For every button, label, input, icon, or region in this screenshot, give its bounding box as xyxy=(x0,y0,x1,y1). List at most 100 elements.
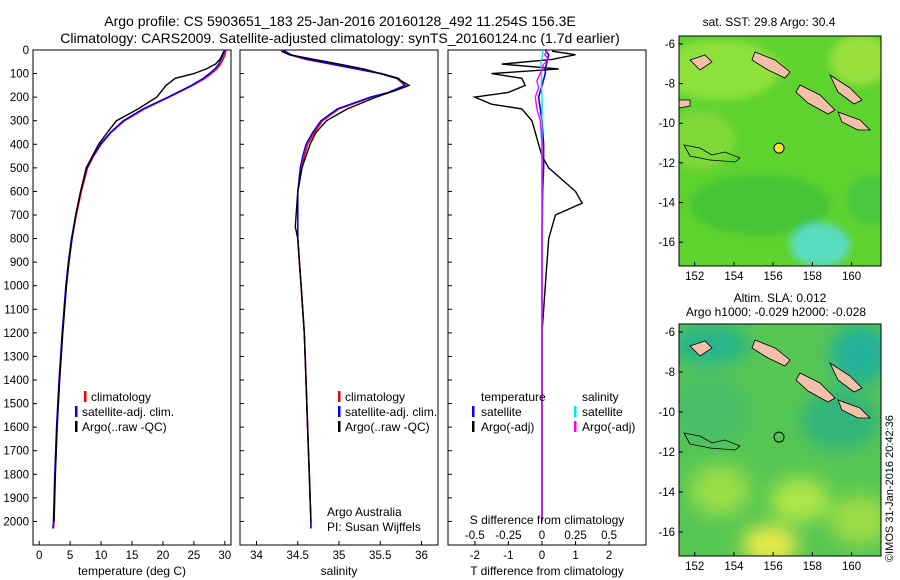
map-x-tick-label: 154 xyxy=(724,271,744,283)
sla-field xyxy=(679,324,881,556)
x-tick-label: 25 xyxy=(187,550,200,562)
legend-salinity-title: salinity xyxy=(582,390,619,404)
y-tick-label: 500 xyxy=(10,163,29,175)
x-tick-label: -2 xyxy=(470,550,480,562)
y-tick-label: 100 xyxy=(10,69,29,81)
map-y-tick-label: -16 xyxy=(658,527,675,539)
x-tick-label: 20 xyxy=(157,550,170,562)
salinity-x-axis: 34 34.5 35 35.5 36 xyxy=(250,541,428,562)
series-line-temperature-argo-adj- xyxy=(472,50,584,522)
y-tick-label: 1400 xyxy=(3,375,29,387)
figure-subtitle: Climatology: CARS2009. Satellite-adjuste… xyxy=(60,30,620,46)
y-tick-label: 600 xyxy=(10,186,29,198)
sla-map-axes: 152 154 156 158 160 -6 -8 -10 -12 -14 -16 xyxy=(658,327,861,573)
salinity-diff-tick-label: 0 xyxy=(539,530,545,542)
y-tick-label: 700 xyxy=(10,210,29,222)
salinity-panel: 34 34.5 35 35.5 36 salinity climatology sate… xyxy=(239,49,439,578)
figure-title: Argo profile: CS 5903651_183 25-Jan-2016… xyxy=(104,13,575,29)
map-y-tick-label: -12 xyxy=(658,447,675,459)
legend-satellite: satellite-adj. clim. xyxy=(82,405,174,419)
map-y-tick-label: -14 xyxy=(658,487,675,499)
map-x-tick-label: 160 xyxy=(842,561,861,573)
legend-swatch-argo xyxy=(75,421,78,432)
legend-swatch-temp-satellite xyxy=(472,406,475,417)
credit-text: ©IMOS 31-Jan-2016 20:42:36 xyxy=(884,415,896,562)
salinity-diff-tick-label: 0.5 xyxy=(601,530,617,542)
sla-map-title: Altim. SLA: 0.012 xyxy=(734,291,827,305)
y-tick-label: 1200 xyxy=(3,328,29,340)
legend-swatch-sal-satellite xyxy=(574,406,577,417)
x-tick-label: 35 xyxy=(333,550,346,562)
sst-argo-marker xyxy=(773,142,785,154)
map-y-tick-label: -10 xyxy=(658,407,675,419)
series-line-salinity-argo-adj- xyxy=(534,50,550,522)
legend-swatch-argo xyxy=(338,421,341,432)
y-tick-label: 1900 xyxy=(3,493,29,505)
salinity-diff-tick-label: -0.25 xyxy=(495,530,521,542)
y-tick-label: 200 xyxy=(10,92,29,104)
legend-swatch-climatology xyxy=(338,391,341,402)
legend-climatology: climatology xyxy=(91,390,151,404)
map-y-tick-label: -8 xyxy=(665,367,675,379)
salinity-legend: climatology satellite-adj. clim. Argo(..… xyxy=(338,390,437,434)
legend-climatology: climatology xyxy=(345,390,405,404)
y-tick-label: 1000 xyxy=(3,281,29,293)
salinity-diff-tick-label: -0.5 xyxy=(465,530,485,542)
argo-pi: PI: Susan Wijffels xyxy=(327,520,421,534)
y-tick-label: 400 xyxy=(10,139,29,151)
map-x-tick-label: 156 xyxy=(764,561,783,573)
x-tick-label: 35.5 xyxy=(369,550,391,562)
map-x-tick-label: 158 xyxy=(803,271,822,283)
map-y-tick-label: -8 xyxy=(665,79,675,91)
y-tick-label: 800 xyxy=(10,234,29,246)
legend-satellite: satellite-adj. clim. xyxy=(345,405,437,419)
legend-temp-argo: Argo(-adj) xyxy=(481,420,534,434)
temperature-x-axis: 0 5 10 15 20 25 30 xyxy=(36,541,231,562)
map-x-tick-label: 158 xyxy=(803,561,822,573)
y-tick-label: 900 xyxy=(10,257,29,269)
argo-institution: Argo Australia xyxy=(327,505,402,519)
legend-sal-argo: Argo(-adj) xyxy=(582,420,635,434)
salinity-xlabel: salinity xyxy=(321,564,358,578)
y-tick-label: 2000 xyxy=(3,516,29,528)
map-y-tick-label: -10 xyxy=(658,118,675,130)
sla-land xyxy=(683,339,871,451)
map-y-tick-label: -12 xyxy=(658,158,675,170)
difference-x-axis: -2 -1 0 1 2 xyxy=(470,541,612,562)
map-x-tick-label: 152 xyxy=(685,271,704,283)
legend-sal-satellite: satellite xyxy=(582,405,623,419)
difference-panel: -2 -1 0 1 2 -0.5 -0.25 0 0.25 0.5 T difference f… xyxy=(447,49,647,578)
x-tick-label: -1 xyxy=(503,550,513,562)
map-y-tick-label: -14 xyxy=(658,198,675,210)
legend-swatch-climatology xyxy=(84,391,87,402)
temperature-panel: 0100200300400500600700800900100011001200… xyxy=(3,45,232,578)
temperature-legend: climatology satellite-adj. clim. Argo(..… xyxy=(75,390,174,434)
x-tick-label: 1 xyxy=(572,550,578,562)
y-tick-label: 1800 xyxy=(3,469,29,481)
map-y-tick-label: -6 xyxy=(665,327,675,339)
sst-map-title: sat. SST: 29.8 Argo: 30.4 xyxy=(703,15,836,29)
x-tick-label: 0 xyxy=(36,550,42,562)
y-tick-label: 300 xyxy=(10,116,29,128)
y-tick-label: 1700 xyxy=(3,446,29,458)
legend-temp-satellite: satellite xyxy=(481,405,522,419)
legend-swatch-satellite xyxy=(75,406,78,417)
sst-map-axes: 152 154 156 158 160 -6 -8 -10 -12 -14 -16 xyxy=(658,39,861,283)
map-x-tick-label: 152 xyxy=(685,561,704,573)
y-tick-label: 1300 xyxy=(3,351,29,363)
map-x-tick-label: 154 xyxy=(724,561,744,573)
series-line-argo-raw-qc- xyxy=(280,50,411,522)
legend-argo: Argo(..raw -QC) xyxy=(345,420,430,434)
salinity-lines xyxy=(280,49,411,529)
x-tick-label: 34 xyxy=(250,550,263,562)
salinity-axes xyxy=(239,49,439,546)
map-x-tick-label: 160 xyxy=(842,271,861,283)
difference-axes xyxy=(447,49,647,546)
x-tick-label: 5 xyxy=(67,550,73,562)
temperature-lines xyxy=(52,49,227,529)
map-y-tick-label: -16 xyxy=(658,237,675,249)
x-tick-label: 15 xyxy=(126,550,139,562)
x-tick-label: 30 xyxy=(218,550,231,562)
salinity-difference-axis: -0.5 -0.25 0 0.25 0.5 xyxy=(465,530,617,542)
